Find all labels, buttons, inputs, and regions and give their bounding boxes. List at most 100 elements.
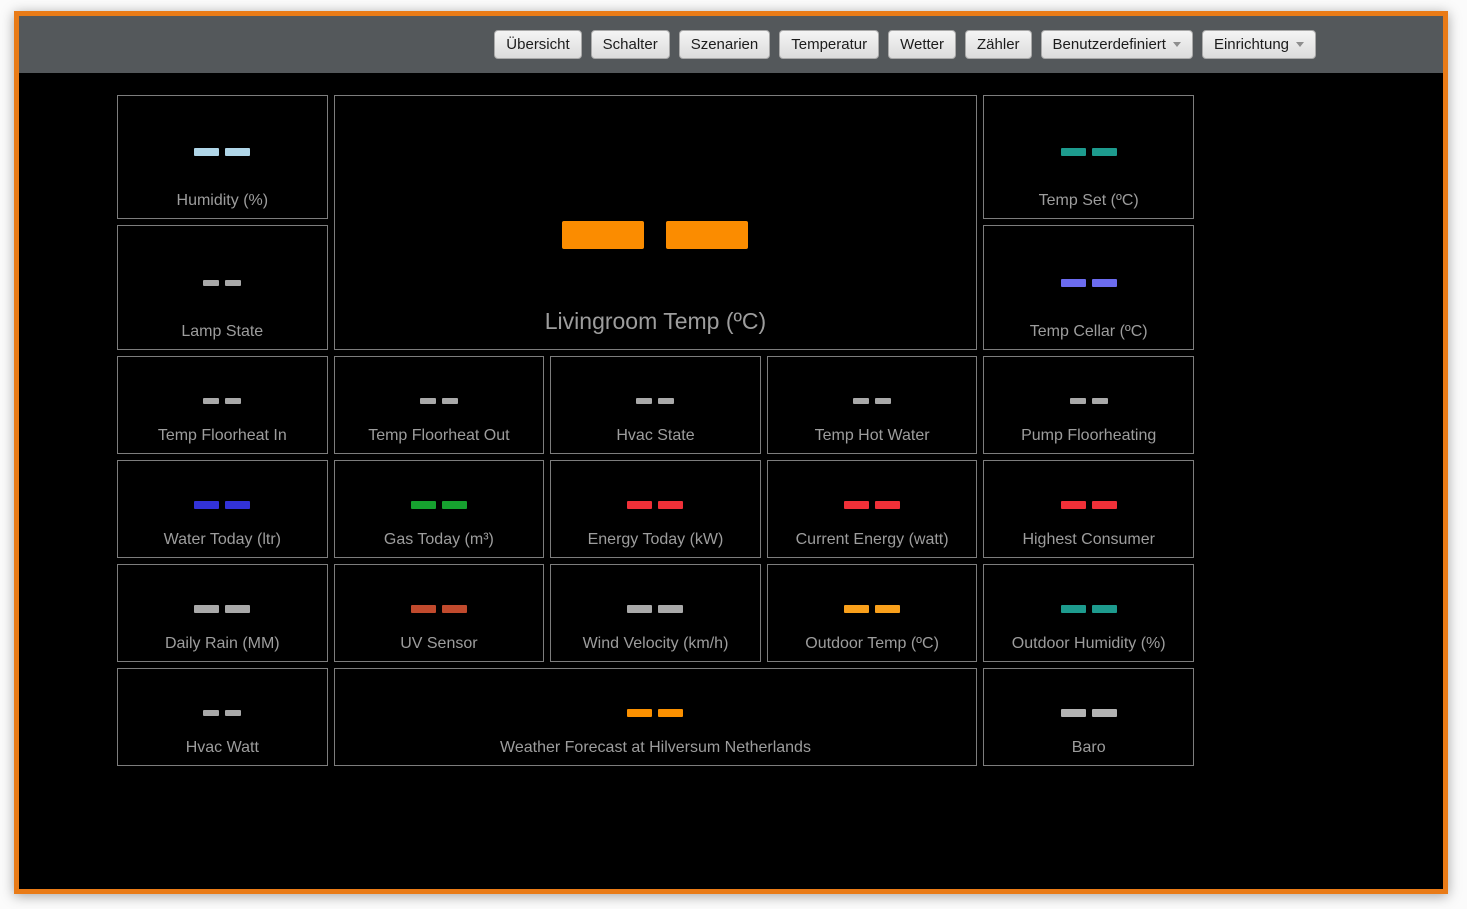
value-dash — [627, 709, 653, 718]
value-dash — [194, 501, 220, 510]
value-dash — [875, 398, 892, 405]
tile-label: Pump Floorheating — [1021, 427, 1157, 444]
tile-label: Water Today (ltr) — [163, 531, 281, 548]
tiles-grid: Humidity (%) Livingroom Temp (ºC) Temp Set… — [117, 95, 1194, 766]
value-placeholder-dashes — [200, 398, 244, 405]
nav-button-benutzerdefiniert[interactable]: Benutzerdefiniert — [1040, 30, 1193, 59]
nav-button-szenarien[interactable]: Szenarien — [678, 30, 771, 59]
value-placeholder-dashes — [417, 398, 461, 405]
tile-temp-cellar[interactable]: Temp Cellar (ºC) — [983, 225, 1194, 350]
value-dash — [636, 398, 653, 405]
value-placeholder-dashes — [191, 148, 253, 157]
tile-lamp-state[interactable]: Lamp State — [117, 225, 328, 350]
nav-button-label: Wetter — [900, 36, 945, 53]
value-placeholder-dashes — [1058, 501, 1120, 510]
nav-button-z-hler[interactable]: Zähler — [965, 30, 1032, 59]
value-placeholder-dashes — [408, 501, 470, 510]
value-dash — [875, 501, 901, 510]
nav-button-schalter[interactable]: Schalter — [590, 30, 670, 59]
value-dash — [658, 398, 675, 405]
tile-gas-today[interactable]: Gas Today (m³) — [333, 460, 545, 558]
tile-label: Outdoor Humidity (%) — [1011, 635, 1166, 652]
tile-label: Temp Set (ºC) — [1038, 192, 1139, 209]
value-dash — [225, 398, 242, 405]
value-placeholder-dashes — [191, 605, 253, 614]
value-dash — [1060, 501, 1086, 510]
tile-temp-hot-water[interactable]: Temp Hot Water — [766, 356, 978, 454]
tile-pump-floorheating[interactable]: Pump Floorheating — [983, 356, 1194, 454]
value-placeholder-dashes — [200, 710, 244, 717]
value-dash — [203, 710, 220, 717]
tile-hvac-state[interactable]: Hvac State — [550, 356, 761, 454]
tile-label: Humidity (%) — [176, 192, 269, 209]
value-placeholder-dashes — [633, 398, 677, 405]
tile-energy-today[interactable]: Energy Today (kW) — [550, 460, 761, 558]
value-dash — [203, 279, 220, 286]
tile-outdoor-humidity[interactable]: Outdoor Humidity (%) — [983, 564, 1194, 662]
nav-button-label: Schalter — [602, 36, 658, 53]
tile-current-energy[interactable]: Current Energy (watt) — [766, 460, 978, 558]
tile-label: Livingroom Temp (ºC) — [544, 308, 767, 334]
app-window: Übersicht Schalter Szenarien Temperatur Wett… — [14, 11, 1448, 894]
tile-outdoor-temp[interactable]: Outdoor Temp (ºC) — [766, 564, 978, 662]
value-dash — [203, 398, 220, 405]
value-placeholder-dashes — [551, 221, 759, 250]
tile-temp-floorheat-in[interactable]: Temp Floorheat In — [117, 356, 328, 454]
nav-button-bersicht[interactable]: Übersicht — [494, 30, 582, 59]
value-dash — [844, 605, 870, 614]
value-dash — [194, 148, 220, 157]
tile-water-today[interactable]: Water Today (ltr) — [117, 460, 328, 558]
value-placeholder-dashes — [191, 501, 253, 510]
value-dash — [441, 605, 467, 614]
chevron-down-icon — [1296, 42, 1304, 47]
nav-button-temperatur[interactable]: Temperatur — [779, 30, 880, 59]
nav-button-label: Einrichtung — [1213, 36, 1289, 53]
nav-button-einrichtung[interactable]: Einrichtung — [1201, 30, 1316, 59]
tile-label: Wind Velocity (km/h) — [582, 635, 729, 652]
value-placeholder-dashes — [841, 605, 903, 614]
tile-livingroom-temp[interactable]: Livingroom Temp (ºC) — [333, 95, 978, 350]
tile-daily-rain[interactable]: Daily Rain (MM) — [117, 564, 328, 662]
tile-weather-forecast[interactable]: Weather Forecast at Hilversum Netherland… — [333, 668, 978, 766]
tile-label: Hvac Watt — [185, 739, 259, 756]
tile-humidity[interactable]: Humidity (%) — [117, 95, 328, 219]
nav-button-wetter[interactable]: Wetter — [888, 30, 957, 59]
tile-baro[interactable]: Baro — [983, 668, 1194, 766]
value-dash — [844, 501, 870, 510]
value-dash — [658, 501, 684, 510]
value-dash — [1091, 278, 1117, 287]
tile-hvac-watt[interactable]: Hvac Watt — [117, 668, 328, 766]
value-dash — [1091, 148, 1117, 157]
value-placeholder-dashes — [624, 605, 686, 614]
tile-temp-set[interactable]: Temp Set (ºC) — [983, 95, 1194, 219]
nav-button-label: Temperatur — [791, 36, 868, 53]
value-placeholder-dashes — [624, 501, 686, 510]
tile-label: Daily Rain (MM) — [164, 635, 280, 652]
value-dash — [658, 605, 684, 614]
value-placeholder-dashes — [624, 709, 686, 718]
value-dash — [410, 501, 436, 510]
tile-label: Energy Today (kW) — [587, 531, 724, 548]
value-placeholder-dashes — [1058, 605, 1120, 614]
chevron-down-icon — [1172, 42, 1181, 47]
tile-uv-sensor[interactable]: UV Sensor — [333, 564, 545, 662]
value-placeholder-dashes — [841, 501, 903, 510]
value-dash — [1091, 709, 1117, 718]
nav-button-label: Szenarien — [690, 36, 759, 53]
tile-label: UV Sensor — [400, 635, 478, 652]
tile-label: Baro — [1071, 739, 1106, 756]
tile-temp-floorheat-out[interactable]: Temp Floorheat Out — [333, 356, 545, 454]
value-dash — [441, 501, 467, 510]
value-dash — [1060, 278, 1086, 287]
tile-label: Temp Hot Water — [814, 427, 930, 444]
tile-label: Temp Floorheat Out — [368, 427, 510, 444]
tile-wind-velocity[interactable]: Wind Velocity (km/h) — [550, 564, 761, 662]
tile-label: Temp Floorheat In — [157, 427, 287, 444]
value-dash — [419, 398, 436, 405]
value-dash — [875, 605, 901, 614]
tile-label: Outdoor Temp (ºC) — [805, 635, 939, 652]
tile-highest-consumer[interactable]: Highest Consumer — [983, 460, 1194, 558]
value-dash — [1060, 148, 1086, 157]
tile-label: Gas Today (m³) — [383, 531, 494, 548]
value-dash — [1091, 605, 1117, 614]
